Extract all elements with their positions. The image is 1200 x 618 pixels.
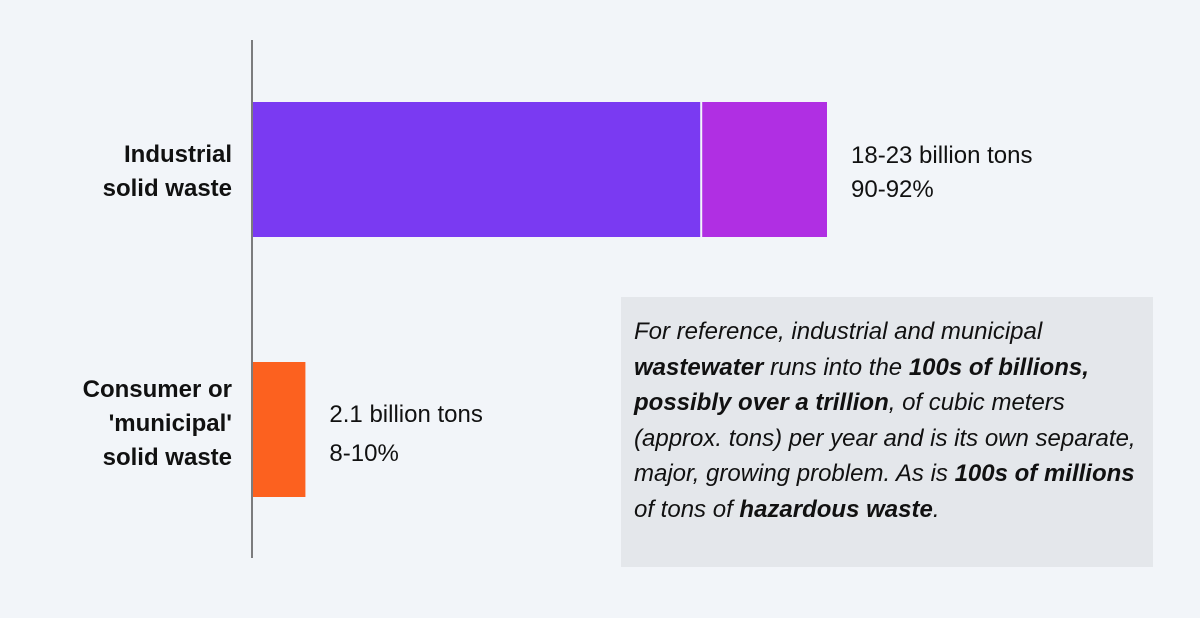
reference-note: For reference, industrial and municipal … — [621, 297, 1153, 567]
note-text: of tons of — [634, 495, 740, 523]
note-text: , of cubic meters (approx. tons) per yea… — [634, 389, 1136, 487]
category-label-0: Industrial solid waste — [103, 138, 232, 206]
category-label-line: solid waste — [102, 175, 232, 202]
value-label-line: 90-92% — [851, 176, 934, 203]
value-label-line: 2.1 billion tons — [329, 401, 483, 428]
value-label-line: 18-23 billion tons — [851, 142, 1033, 169]
note-text: For reference, industrial and municipal — [634, 318, 1043, 345]
category-label-line: solid waste — [102, 444, 232, 471]
note-emphasis: wastewater — [634, 353, 764, 381]
bar-1-segment-0 — [253, 362, 306, 497]
category-label-1: Consumer or 'municipal' solid waste — [83, 373, 232, 475]
note-emphasis: hazardous waste — [739, 495, 933, 523]
value-label-0: 18-23 billion tons 90-92% — [851, 139, 1032, 207]
note-text: . — [932, 495, 940, 523]
value-label-1: 2.1 billion tons 8-10% — [329, 398, 482, 471]
category-label-line: Industrial — [123, 141, 232, 168]
note-emphasis: 100s of millions — [954, 460, 1135, 487]
value-label-line: 8-10% — [329, 440, 399, 467]
note-text: runs into the — [763, 353, 909, 381]
category-label-line: Consumer or — [82, 376, 232, 403]
bars-layer — [253, 102, 827, 497]
note-emphasis: 100s of billions, possibly over a trilli… — [634, 353, 1089, 417]
bar-0-segment-1 — [702, 102, 827, 237]
category-label-line: 'municipal' — [108, 410, 232, 437]
bar-0-segment-0 — [253, 102, 701, 237]
